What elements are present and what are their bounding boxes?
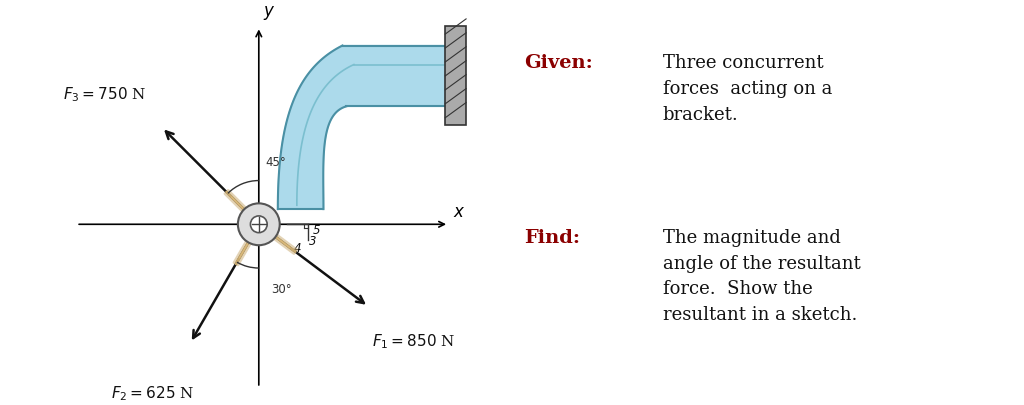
Text: 45°: 45° (265, 156, 287, 168)
Text: $y$: $y$ (262, 4, 275, 22)
Text: $x$: $x$ (453, 203, 465, 221)
Text: $F_3 = 750$ N: $F_3 = 750$ N (63, 85, 146, 103)
Text: $F_1 = 850$ N: $F_1 = 850$ N (373, 332, 456, 350)
Text: $F_2 = 625$ N: $F_2 = 625$ N (111, 383, 194, 402)
Text: 4: 4 (294, 241, 301, 254)
Text: Find:: Find: (524, 228, 581, 247)
Polygon shape (278, 47, 449, 209)
Text: 5: 5 (313, 223, 321, 236)
Text: Given:: Given: (524, 54, 593, 72)
Text: 30°: 30° (271, 283, 292, 296)
Bar (445, 28, 466, 126)
Circle shape (238, 204, 280, 245)
Text: The magnitude and
angle of the resultant
force.  Show the
resultant in a sketch.: The magnitude and angle of the resultant… (663, 228, 860, 323)
Text: 3: 3 (309, 234, 317, 247)
Circle shape (251, 216, 267, 233)
Text: Three concurrent
forces  acting on a
bracket.: Three concurrent forces acting on a brac… (663, 54, 833, 123)
